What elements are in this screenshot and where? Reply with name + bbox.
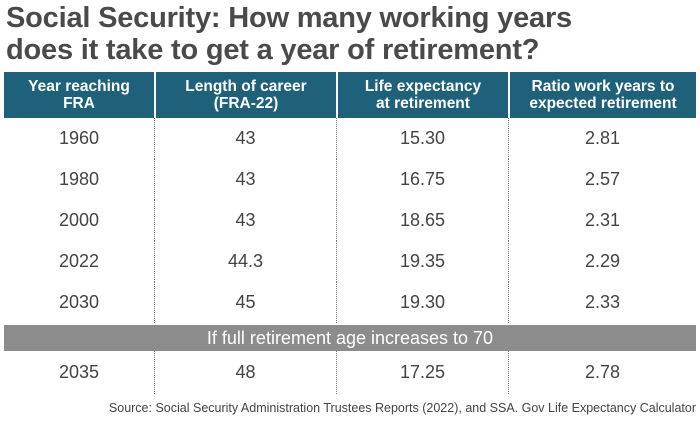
table-row: 1980 43 16.75 2.57: [4, 159, 696, 200]
table-row: 2022 44.3 19.35 2.29: [4, 241, 696, 282]
title-line-1: Social Security: How many working years: [6, 2, 572, 34]
table-row: 2035 48 17.25 2.78: [4, 351, 696, 394]
cell-ratio: 2.57: [508, 159, 696, 200]
header-length-of-career: Length of career (FRA-22): [154, 72, 336, 118]
cell-life-expectancy: 16.75: [336, 159, 508, 200]
header-year-reaching-fra: Year reaching FRA: [4, 72, 154, 118]
cell-career: 43: [154, 159, 336, 200]
cell-career: 43: [154, 200, 336, 241]
header-line: Life expectancy: [364, 78, 482, 95]
header-ratio: Ratio work years to expected retirement: [508, 72, 696, 118]
source-note: Source: Social Security Administration T…: [108, 401, 696, 415]
header-line: expected retirement: [529, 95, 677, 112]
cell-year: 2030: [58, 292, 100, 312]
cell-career: 44.3: [154, 241, 336, 282]
cell-ratio: 2.31: [508, 200, 696, 241]
cell-year: 1980: [58, 169, 100, 189]
scenario-banner: If full retirement age increases to 70: [4, 325, 696, 351]
header-line: Ratio work years to: [531, 78, 675, 95]
page-title: Social Security: How many working years …: [6, 2, 696, 66]
cell-year: 1960: [58, 128, 100, 148]
cell-life-expectancy: 15.30: [336, 118, 508, 159]
cell-year: 2035: [58, 362, 100, 382]
table-header: Year reaching FRA Length of career (FRA-…: [4, 72, 696, 118]
header-line: (FRA-22): [213, 95, 279, 112]
cell-career: 48: [154, 351, 336, 394]
table-row: 2000 43 18.65 2.31: [4, 200, 696, 241]
cell-ratio: 2.81: [508, 118, 696, 159]
header-line: at retirement: [376, 95, 470, 112]
cell-career: 45: [154, 282, 336, 323]
header-line: FRA: [63, 95, 95, 112]
header-line: Year reaching: [28, 78, 130, 95]
title-line-2: does it take to get a year of retirement…: [6, 34, 540, 66]
table-row: 2030 45 19.30 2.33: [4, 282, 696, 323]
cell-life-expectancy: 19.30: [336, 282, 508, 323]
cell-career: 43: [154, 118, 336, 159]
table-row: 1960 43 15.30 2.81: [4, 118, 696, 159]
cell-ratio: 2.78: [508, 351, 696, 394]
cell-life-expectancy: 19.35: [336, 241, 508, 282]
cell-ratio: 2.33: [508, 282, 696, 323]
cell-year: 2022: [58, 251, 100, 271]
cell-year: 2000: [58, 210, 100, 230]
cell-ratio: 2.29: [508, 241, 696, 282]
header-life-expectancy: Life expectancy at retirement: [336, 72, 508, 118]
cell-life-expectancy: 18.65: [336, 200, 508, 241]
cell-life-expectancy: 17.25: [336, 351, 508, 394]
header-line: Length of career: [185, 78, 307, 95]
data-table: Year reaching FRA Length of career (FRA-…: [4, 72, 696, 394]
